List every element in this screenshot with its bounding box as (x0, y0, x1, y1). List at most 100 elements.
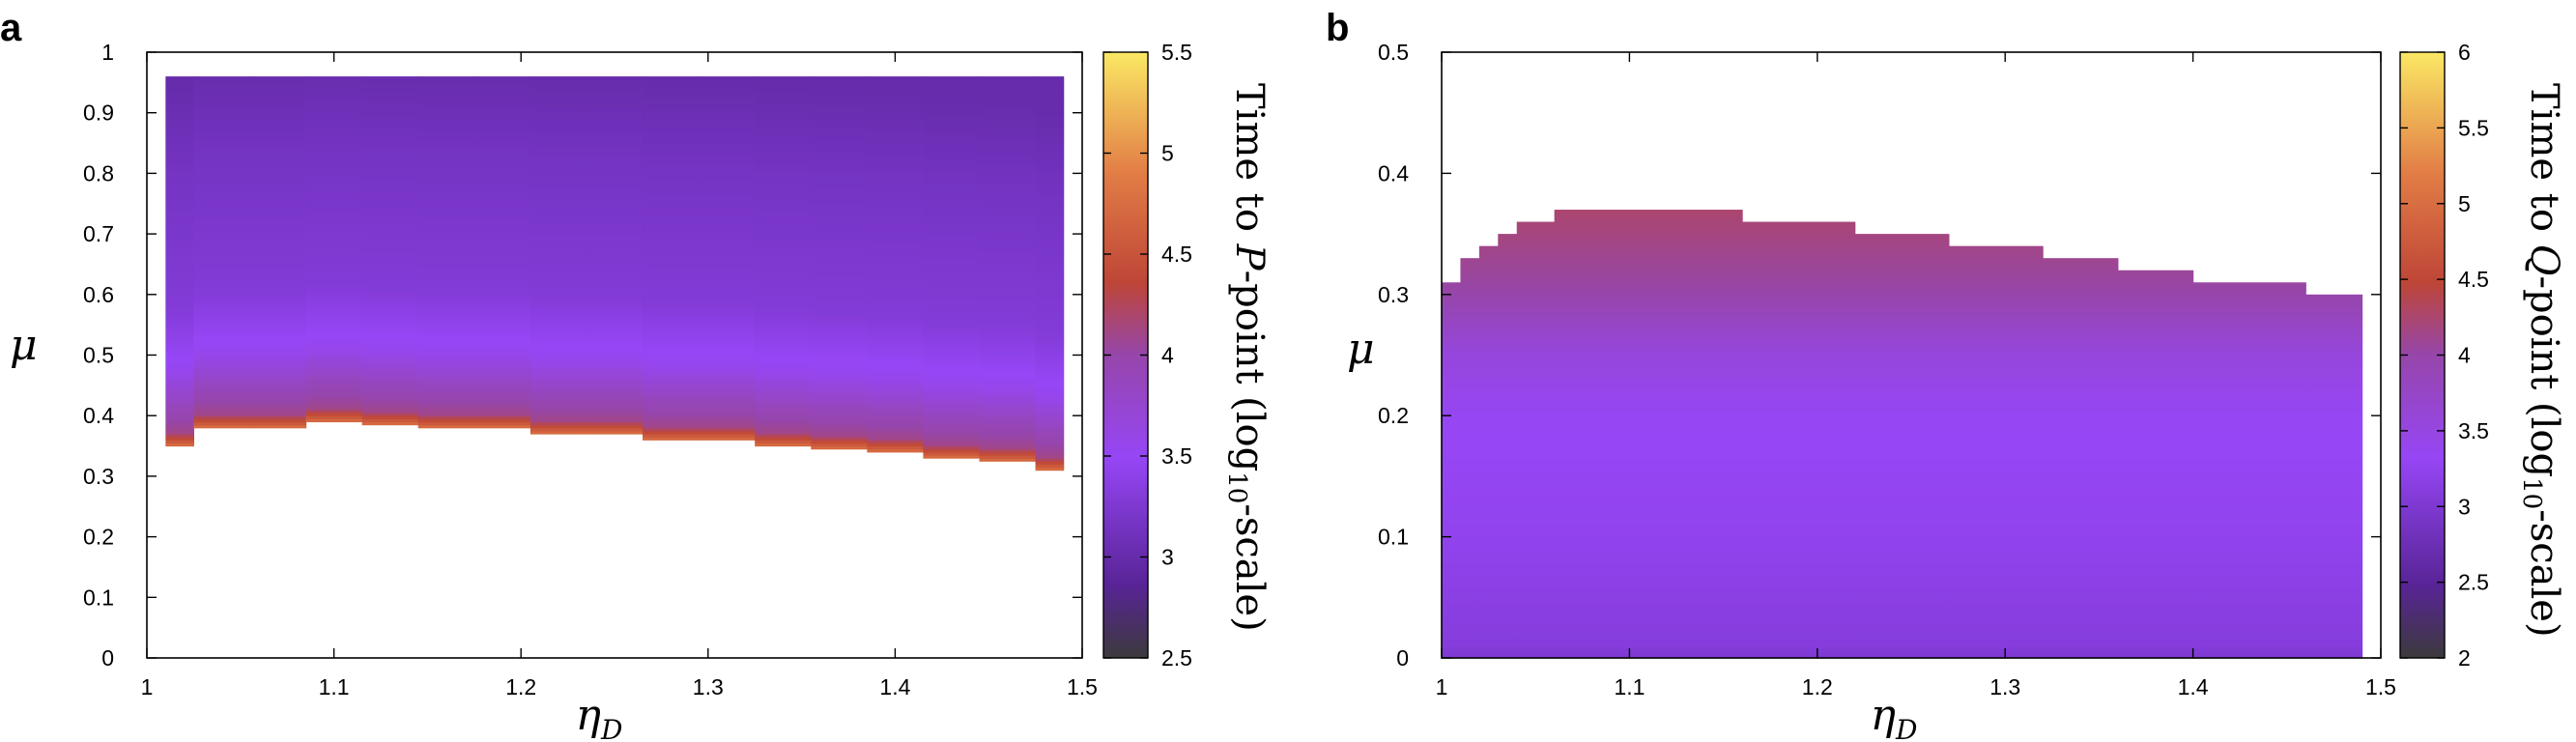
heatmap-cell (1742, 279, 1856, 283)
heatmap-cell (755, 136, 812, 141)
heatmap-cell (1516, 264, 1556, 269)
heatmap-cell (1516, 367, 1556, 371)
heatmap-cell (811, 194, 868, 199)
heatmap-cell (193, 357, 251, 362)
heatmap-cell (586, 318, 644, 323)
heatmap-cell (1498, 427, 1518, 432)
heatmap-cell (755, 79, 812, 83)
heatmap-cell (417, 330, 475, 335)
heatmap-cell (1442, 591, 1462, 595)
heatmap-cell (1460, 555, 1480, 559)
heatmap-cell (755, 385, 812, 389)
heatmap-cell (249, 376, 307, 381)
heatmap-cell (979, 100, 1037, 104)
heatmap-cell (165, 272, 194, 277)
heatmap-cell (1035, 157, 1065, 162)
heatmap-cell (473, 400, 531, 405)
heatmap-cell (1442, 552, 1462, 556)
heatmap-cell (2192, 418, 2306, 423)
heatmap-cell (193, 157, 251, 162)
heatmap-cell (979, 88, 1037, 93)
heatmap-cell (1516, 224, 1556, 229)
heatmap-cell (530, 409, 587, 414)
heatmap-cell (1498, 355, 1518, 359)
heatmap-cell (1554, 328, 1743, 332)
heatmap-cell (1742, 363, 1856, 368)
heatmap-cell (165, 136, 194, 141)
heatmap-cell (2192, 440, 2306, 444)
heatmap-cell (2305, 563, 2363, 568)
panel-b-y-axis-label: μ (1347, 325, 1375, 374)
heatmap-cell (2043, 261, 2119, 266)
heatmap-cell (755, 279, 812, 283)
heatmap-cell (1742, 472, 1856, 477)
heatmap-cell (586, 240, 644, 244)
heatmap-cell (2043, 294, 2119, 299)
heatmap-cell (530, 218, 587, 223)
heatmap-cell (1498, 421, 1518, 426)
heatmap-cell (305, 357, 363, 362)
heatmap-cell (1742, 272, 1856, 277)
heatmap-cell (1554, 370, 1743, 374)
heatmap-cell (361, 376, 419, 381)
heatmap-cell (586, 330, 644, 335)
heatmap-cell (417, 339, 475, 344)
heatmap-cell (165, 413, 194, 416)
heatmap-cell (811, 288, 868, 293)
heatmap-cell (643, 136, 700, 141)
heatmap-cell (1478, 333, 1499, 338)
heatmap-cell (1948, 451, 2044, 456)
heatmap-cell (1460, 315, 1480, 320)
heatmap-cell (530, 115, 587, 120)
heatmap-cell (699, 98, 756, 101)
heatmap-cell (530, 163, 587, 168)
heatmap-cell (1948, 645, 2044, 650)
heatmap-cell (2192, 530, 2306, 535)
heatmap-cell (755, 300, 812, 304)
heatmap-cell (755, 322, 812, 326)
heatmap-cell (1035, 282, 1065, 286)
heatmap-cell (249, 300, 307, 304)
heatmap-cell (811, 118, 868, 123)
heatmap-cell (417, 349, 475, 353)
heatmap-cell (755, 357, 812, 362)
heatmap-cell (1478, 536, 1499, 541)
heatmap-cell (2192, 322, 2306, 326)
heatmap-cell (2043, 458, 2119, 462)
heatmap-cell (699, 200, 756, 205)
heatmap-cell (1498, 243, 1518, 247)
heatmap-cell (361, 270, 419, 274)
heatmap-cell (1854, 464, 1950, 469)
heatmap-cell (2192, 413, 2306, 416)
heatmap-cell (1854, 376, 1950, 381)
heatmap-cell (699, 188, 756, 192)
heatmap-cell (2117, 379, 2194, 384)
heatmap-cell (586, 424, 644, 429)
heatmap-cell (923, 203, 981, 208)
heatmap-cell (979, 382, 1037, 386)
heatmap-cell (2305, 485, 2363, 490)
heatmap-cell (1478, 579, 1499, 584)
heatmap-cell (979, 360, 1037, 365)
heatmap-cell (1554, 509, 1743, 514)
heatmap-cell (473, 173, 531, 178)
heatmap-cell (1442, 333, 1462, 338)
heatmap-cell (1854, 640, 1950, 643)
heatmap-cell (1498, 430, 1518, 435)
heatmap-cell (1478, 552, 1499, 556)
heatmap-cell (2305, 448, 2363, 453)
heatmap-cell (417, 122, 475, 126)
heatmap-cell (979, 179, 1037, 184)
heatmap-cell (1498, 248, 1518, 253)
heatmap-cell (1442, 397, 1462, 402)
heatmap-cell (923, 294, 981, 299)
heatmap-cell (1498, 461, 1518, 465)
heatmap-cell (249, 179, 307, 184)
heatmap-cell (361, 237, 419, 241)
heatmap-cell (979, 440, 1037, 444)
heatmap-cell (1035, 143, 1065, 147)
heatmap-cell (643, 391, 700, 395)
heatmap-cell (305, 88, 363, 93)
heatmap-cell (1948, 403, 2044, 408)
heatmap-cell (417, 136, 475, 141)
